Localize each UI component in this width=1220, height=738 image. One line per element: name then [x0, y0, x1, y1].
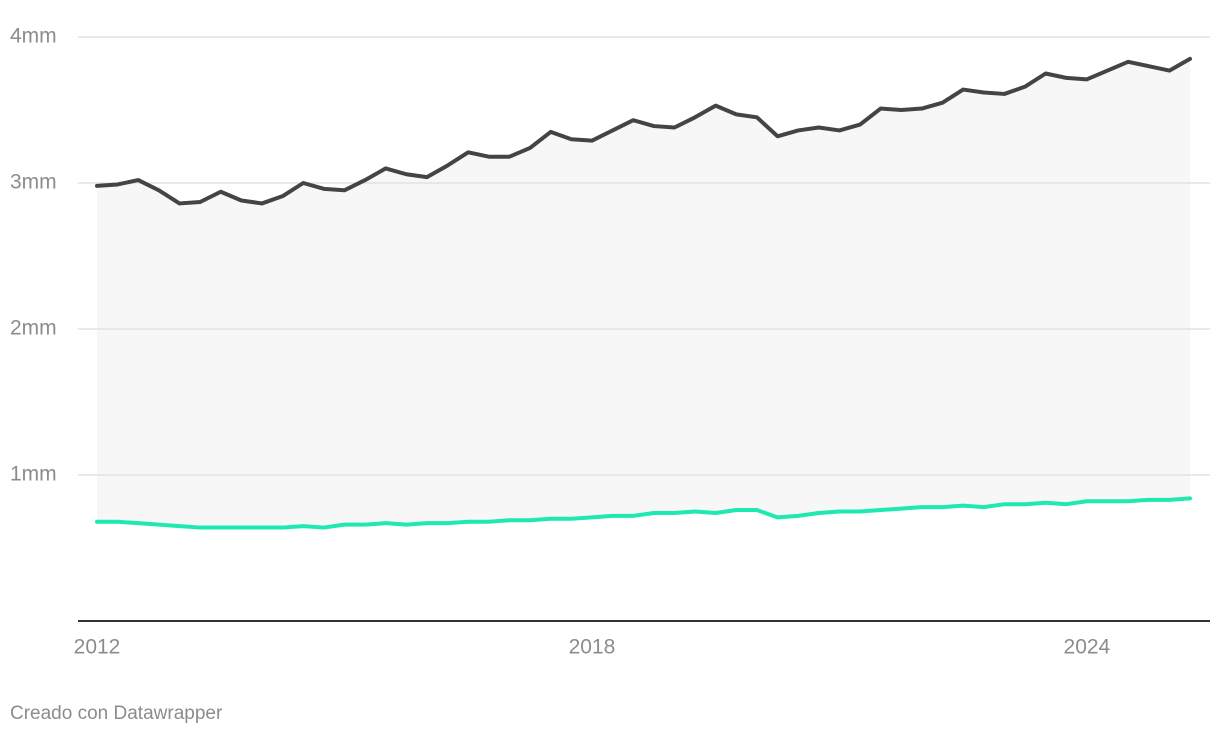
series-line [95, 56, 1192, 206]
y-tick-label: 1mm [10, 463, 57, 486]
range-area [97, 58, 1190, 528]
footer: Creado con Datawrapper [10, 703, 223, 724]
x-tick-label: 2024 [1064, 636, 1111, 659]
y-tick-label: 2mm [10, 317, 57, 340]
y-tick-label: 3mm [10, 171, 57, 194]
x-tick-label: 2018 [569, 636, 616, 659]
x-tick-label: 2012 [74, 636, 121, 659]
series-line [95, 496, 1192, 530]
y-tick-label: 4mm [10, 25, 57, 48]
